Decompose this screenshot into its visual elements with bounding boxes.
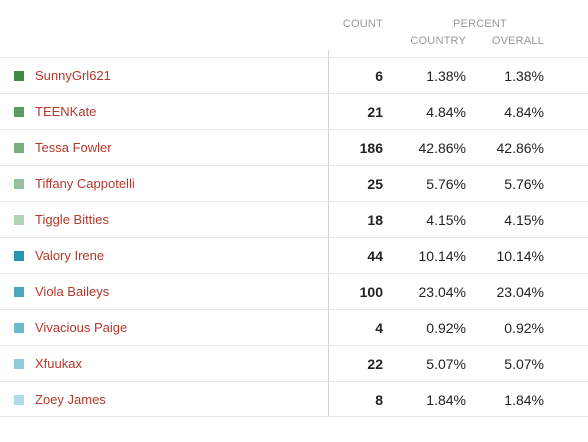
row-name-link[interactable]: Tiffany Cappotelli xyxy=(35,176,135,191)
row-count: 8 xyxy=(375,392,383,408)
row-count: 22 xyxy=(367,356,383,372)
row-percent-overall: 1.84% xyxy=(504,392,544,408)
row-percent-country: 4.84% xyxy=(426,104,466,120)
row-name-link[interactable]: Vivacious Paige xyxy=(35,320,128,335)
table-row: Tessa Fowler 186 42.86% 42.86% xyxy=(0,129,588,165)
table-row: SunnyGrl621 6 1.38% 1.38% xyxy=(0,57,588,93)
percent-column-header: PERCENT xyxy=(453,18,507,30)
row-percent-country: 4.15% xyxy=(426,212,466,228)
row-percent-overall: 5.76% xyxy=(504,176,544,192)
row-percent-country: 0.92% xyxy=(426,320,466,336)
row-name-link[interactable]: SunnyGrl621 xyxy=(35,68,111,83)
country-column-header: COUNTRY xyxy=(410,35,466,47)
row-count: 100 xyxy=(359,284,383,300)
table-body: SunnyGrl621 6 1.38% 1.38% TEENKate 21 4.… xyxy=(0,57,588,417)
legend-color-swatch xyxy=(14,323,24,333)
table-row: Tiffany Cappotelli 25 5.76% 5.76% xyxy=(0,165,588,201)
count-column-header: COUNT xyxy=(342,18,383,30)
table-row: TEENKate 21 4.84% 4.84% xyxy=(0,93,588,129)
row-percent-country: 5.07% xyxy=(426,356,466,372)
row-name-link[interactable]: Valory Irene xyxy=(35,248,105,263)
table-row: Zoey James 8 1.84% 1.84% xyxy=(0,381,588,417)
row-count: 18 xyxy=(367,212,383,228)
row-count: 44 xyxy=(367,248,383,264)
row-name-link[interactable]: Viola Baileys xyxy=(35,284,110,299)
row-count: 25 xyxy=(367,176,383,192)
row-percent-country: 5.76% xyxy=(426,176,466,192)
legend-color-swatch xyxy=(14,71,24,81)
column-divider xyxy=(328,50,329,417)
row-count: 4 xyxy=(375,320,383,336)
table-row: Tiggle Bitties 18 4.15% 4.15% xyxy=(0,201,588,237)
table-row: Viola Baileys 100 23.04% 23.04% xyxy=(0,273,588,309)
table-header: COUNT PERCENT COUNTRY OVERALL xyxy=(0,0,588,58)
row-name-link[interactable]: TEENKate xyxy=(35,104,97,119)
table-row: Vivacious Paige 4 0.92% 0.92% xyxy=(0,309,588,345)
row-name-link[interactable]: Xfuukax xyxy=(35,356,82,371)
row-percent-country: 10.14% xyxy=(418,248,466,264)
legend-color-swatch xyxy=(14,143,24,153)
row-percent-overall: 42.86% xyxy=(496,140,544,156)
row-percent-overall: 23.04% xyxy=(496,284,544,300)
row-percent-country: 1.84% xyxy=(426,392,466,408)
row-percent-country: 42.86% xyxy=(418,140,466,156)
row-name-link[interactable]: Tessa Fowler xyxy=(35,140,112,155)
legend-color-swatch xyxy=(14,251,24,261)
row-percent-country: 1.38% xyxy=(426,68,466,84)
row-count: 21 xyxy=(367,104,383,120)
row-percent-overall: 4.15% xyxy=(504,212,544,228)
row-name-link[interactable]: Tiggle Bitties xyxy=(35,212,109,227)
legend-color-swatch xyxy=(14,287,24,297)
row-percent-country: 23.04% xyxy=(418,284,466,300)
row-count: 6 xyxy=(375,68,383,84)
row-percent-overall: 10.14% xyxy=(496,248,544,264)
row-percent-overall: 1.38% xyxy=(504,68,544,84)
legend-color-swatch xyxy=(14,359,24,369)
legend-color-swatch xyxy=(14,107,24,117)
row-percent-overall: 0.92% xyxy=(504,320,544,336)
row-percent-overall: 4.84% xyxy=(504,104,544,120)
overall-column-header: OVERALL xyxy=(491,35,544,47)
table-row: Valory Irene 44 10.14% 10.14% xyxy=(0,237,588,273)
row-percent-overall: 5.07% xyxy=(504,356,544,372)
legend-color-swatch xyxy=(14,395,24,405)
table-row: Xfuukax 22 5.07% 5.07% xyxy=(0,345,588,381)
legend-color-swatch xyxy=(14,179,24,189)
legend-color-swatch xyxy=(14,215,24,225)
row-name-link[interactable]: Zoey James xyxy=(35,392,106,407)
row-count: 186 xyxy=(359,140,383,156)
